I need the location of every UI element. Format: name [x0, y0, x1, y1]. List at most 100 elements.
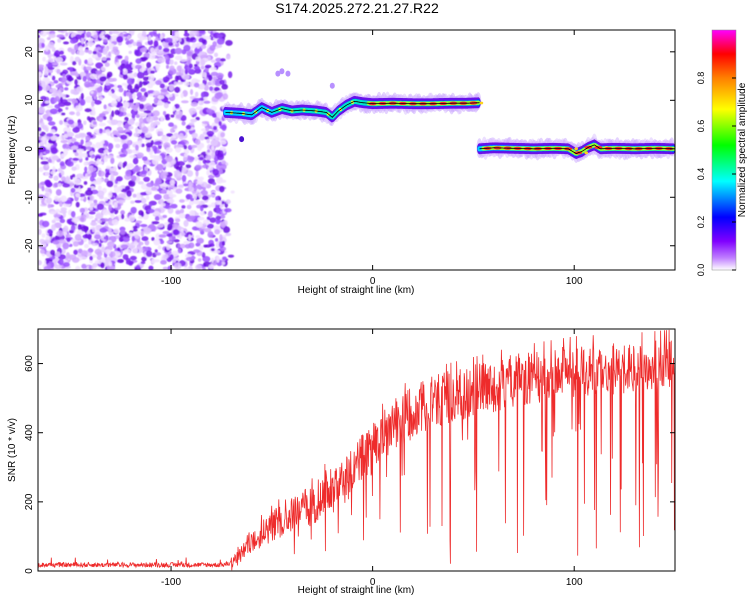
noise-blob [105, 155, 114, 159]
noise-blob [152, 211, 161, 216]
noise-blob [98, 96, 104, 101]
noise-blob [92, 227, 96, 233]
noise-blob [193, 82, 200, 88]
noise-blob [59, 218, 66, 224]
noise-blob [164, 114, 169, 118]
noise-blob [64, 87, 69, 91]
noise-blob [47, 229, 53, 235]
noise-blob [72, 157, 79, 161]
noise-blob [181, 175, 187, 182]
noise-blob [223, 226, 231, 234]
noise-blob [195, 234, 201, 239]
noise-blob [85, 156, 89, 161]
noise-blob [221, 240, 226, 246]
noise-blob [210, 59, 216, 63]
noise-blob [215, 137, 220, 142]
noise-blob [95, 213, 104, 220]
noise-blob [165, 155, 173, 163]
noise-blob [49, 108, 58, 115]
noise-blob [155, 80, 162, 86]
noise-blob [210, 257, 215, 263]
noise-blob [171, 250, 179, 257]
noise-blob [197, 145, 202, 151]
noise-blob [153, 141, 161, 146]
noise-blob [94, 260, 100, 264]
noise-blob [47, 41, 55, 49]
noise-blob [162, 266, 169, 270]
noise-blob [100, 246, 106, 253]
noise-blob [95, 180, 102, 185]
noise-blob [174, 61, 178, 65]
noise-blob [160, 115, 164, 122]
noise-blob [127, 119, 135, 126]
noise-blob [103, 149, 109, 154]
noise-blob [159, 215, 163, 220]
noise-blob [120, 244, 129, 249]
snr-ytick-label-3: 600 [24, 355, 35, 372]
noise-blob [132, 157, 139, 165]
noise-blob [122, 33, 129, 37]
noise-blob [128, 245, 135, 250]
track-line [225, 100, 480, 118]
noise-blob [217, 153, 225, 161]
noise-blob [170, 140, 178, 145]
noise-blob [133, 72, 138, 78]
noise-blob [63, 30, 68, 33]
noise-blob [62, 143, 70, 150]
noise-blob [107, 148, 112, 153]
noise-blob [98, 242, 102, 248]
noise-blob [40, 160, 49, 165]
colorbar-frame [711, 29, 737, 271]
noise-blob [123, 196, 132, 200]
noise-blob [123, 101, 129, 109]
noise-blob [219, 79, 225, 85]
noise-blob [206, 169, 210, 176]
noise-blob [62, 73, 66, 78]
noise-blob [157, 131, 162, 136]
noise-blob [93, 34, 99, 39]
noise-blob [192, 199, 201, 205]
noise-blob [189, 30, 198, 37]
noise-blob [60, 170, 65, 176]
noise-blob [67, 119, 74, 125]
noise-blob [148, 265, 154, 270]
noise-blob [152, 90, 160, 96]
noise-blob [176, 65, 182, 72]
noise-blob [76, 173, 85, 179]
noise-blob [122, 74, 128, 80]
noise-blob [48, 175, 53, 179]
noise-blob [114, 109, 121, 116]
noise-blob [42, 156, 47, 161]
noise-blob [84, 233, 89, 238]
noise-blob [117, 258, 124, 263]
colorbar-tick-label-1: 0.2 [696, 216, 706, 229]
noise-blob [153, 239, 161, 246]
noise-blob [97, 52, 102, 58]
noise-blob [142, 213, 149, 220]
noise-blob [61, 112, 66, 116]
noise-blob [153, 259, 160, 263]
noise-blob [212, 249, 221, 254]
noise-blob [209, 193, 216, 198]
noise-blob [41, 220, 50, 228]
colorbar-tick-label-4: 0.8 [696, 72, 706, 85]
noise-blob [45, 149, 51, 154]
noise-blob [63, 148, 68, 156]
noise-blob [139, 112, 148, 117]
noise-blob [180, 228, 184, 233]
noise-blob [103, 197, 108, 202]
colorbar-tick-label-2: 0.4 [696, 168, 706, 181]
noise-blob [189, 209, 196, 217]
noise-blob [203, 84, 209, 91]
noise-blob [75, 265, 81, 270]
noise-blob [54, 222, 62, 229]
noise-blob [96, 251, 103, 257]
noise-blob [157, 223, 164, 228]
noise-blob [69, 56, 74, 63]
noise-blob [83, 120, 87, 126]
noise-blob [130, 255, 137, 261]
noise-blob [70, 187, 76, 193]
noise-blob [215, 219, 221, 225]
noise-blob [213, 52, 219, 58]
noise-blob [126, 72, 134, 78]
